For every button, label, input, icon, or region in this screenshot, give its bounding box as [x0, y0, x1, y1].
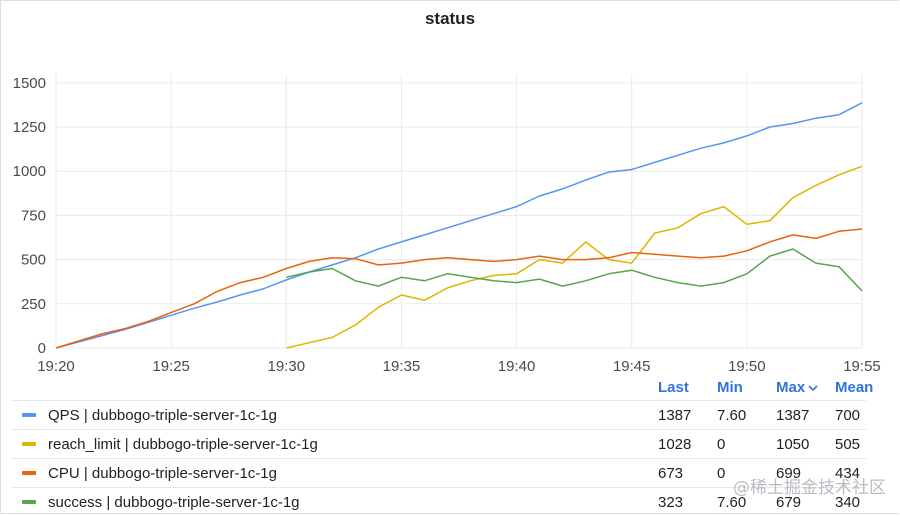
chevron-down-icon — [808, 385, 818, 392]
legend-row[interactable]: reach_limit | dubbogo-triple-server-1c-1… — [12, 429, 866, 458]
legend-row[interactable]: CPU | dubbogo-triple-server-1c-1g 673 0 … — [12, 458, 866, 487]
legend-max-value: 1387 — [776, 407, 810, 424]
y-tick-label: 1500 — [13, 75, 46, 92]
x-tick-label: 19:20 — [37, 358, 75, 375]
legend-max-value: 699 — [776, 465, 802, 482]
series-line — [286, 165, 863, 349]
legend-min-value: 0 — [717, 465, 726, 482]
legend-header-min[interactable]: Min — [717, 379, 743, 396]
series-line — [55, 102, 863, 349]
legend-last-value: 673 — [658, 465, 684, 482]
x-tick-label: 19:50 — [728, 358, 766, 375]
line-chart: 0 250 500 750 1000 1250 1500 19:20 19:25 19:30 19:… — [13, 74, 881, 375]
x-tick-label: 19:25 — [152, 358, 190, 375]
legend-header: Last Min Max Mean — [12, 376, 873, 400]
legend-header-max[interactable]: Max — [776, 379, 818, 396]
legend-series-name[interactable]: QPS | dubbogo-triple-server-1c-1g — [48, 407, 277, 424]
legend-series-name[interactable]: CPU | dubbogo-triple-server-1c-1g — [48, 465, 277, 482]
legend-mean-value: 700 — [835, 407, 861, 424]
legend-mean-value: 340 — [835, 494, 861, 511]
series-color-swatch[interactable] — [22, 413, 36, 417]
legend-row[interactable]: success | dubbogo-triple-server-1c-1g 32… — [12, 487, 866, 516]
x-tick-label: 19:40 — [498, 358, 536, 375]
watermark: @稀土掘金技术社区 — [733, 478, 886, 498]
y-tick-label: 750 — [21, 207, 46, 224]
legend-min-value: 7.60 — [717, 494, 747, 511]
legend-last-value: 323 — [658, 494, 684, 511]
y-tick-label: 250 — [21, 296, 46, 313]
y-tick-label: 0 — [38, 340, 46, 357]
legend-header-last[interactable]: Last — [658, 379, 689, 396]
legend-max-value: 1050 — [776, 436, 810, 453]
legend-series-name[interactable]: reach_limit | dubbogo-triple-server-1c-1… — [48, 436, 318, 453]
legend-header-max-label: Max — [776, 379, 806, 396]
x-tick-label: 19:55 — [843, 358, 881, 375]
x-tick-label: 19:35 — [383, 358, 421, 375]
series-line — [286, 248, 863, 292]
legend-max-value: 679 — [776, 494, 802, 511]
series-color-swatch[interactable] — [22, 500, 36, 504]
legend-min-value: 7.60 — [717, 407, 747, 424]
series-color-swatch[interactable] — [22, 442, 36, 446]
legend-last-value: 1028 — [658, 436, 692, 453]
series-color-swatch[interactable] — [22, 471, 36, 475]
legend-last-value: 1387 — [658, 407, 692, 424]
legend-table: Last Min Max Mean QPS | dubbogo-triple-s… — [12, 376, 873, 516]
panel-title[interactable]: status — [424, 9, 476, 28]
y-tick-label: 1250 — [13, 119, 46, 136]
x-tick-label: 19:30 — [268, 358, 306, 375]
series-line — [55, 228, 863, 349]
y-tick-label: 500 — [21, 252, 46, 269]
legend-header-mean[interactable]: Mean — [835, 379, 874, 396]
legend-series-name[interactable]: success | dubbogo-triple-server-1c-1g — [48, 494, 300, 511]
legend-min-value: 0 — [717, 436, 726, 453]
legend-mean-value: 505 — [835, 436, 861, 453]
y-tick-label: 1000 — [13, 163, 46, 180]
legend-row[interactable]: QPS | dubbogo-triple-server-1c-1g 1387 7… — [12, 400, 866, 429]
x-tick-label: 19:45 — [613, 358, 651, 375]
legend-mean-value: 434 — [835, 465, 861, 482]
